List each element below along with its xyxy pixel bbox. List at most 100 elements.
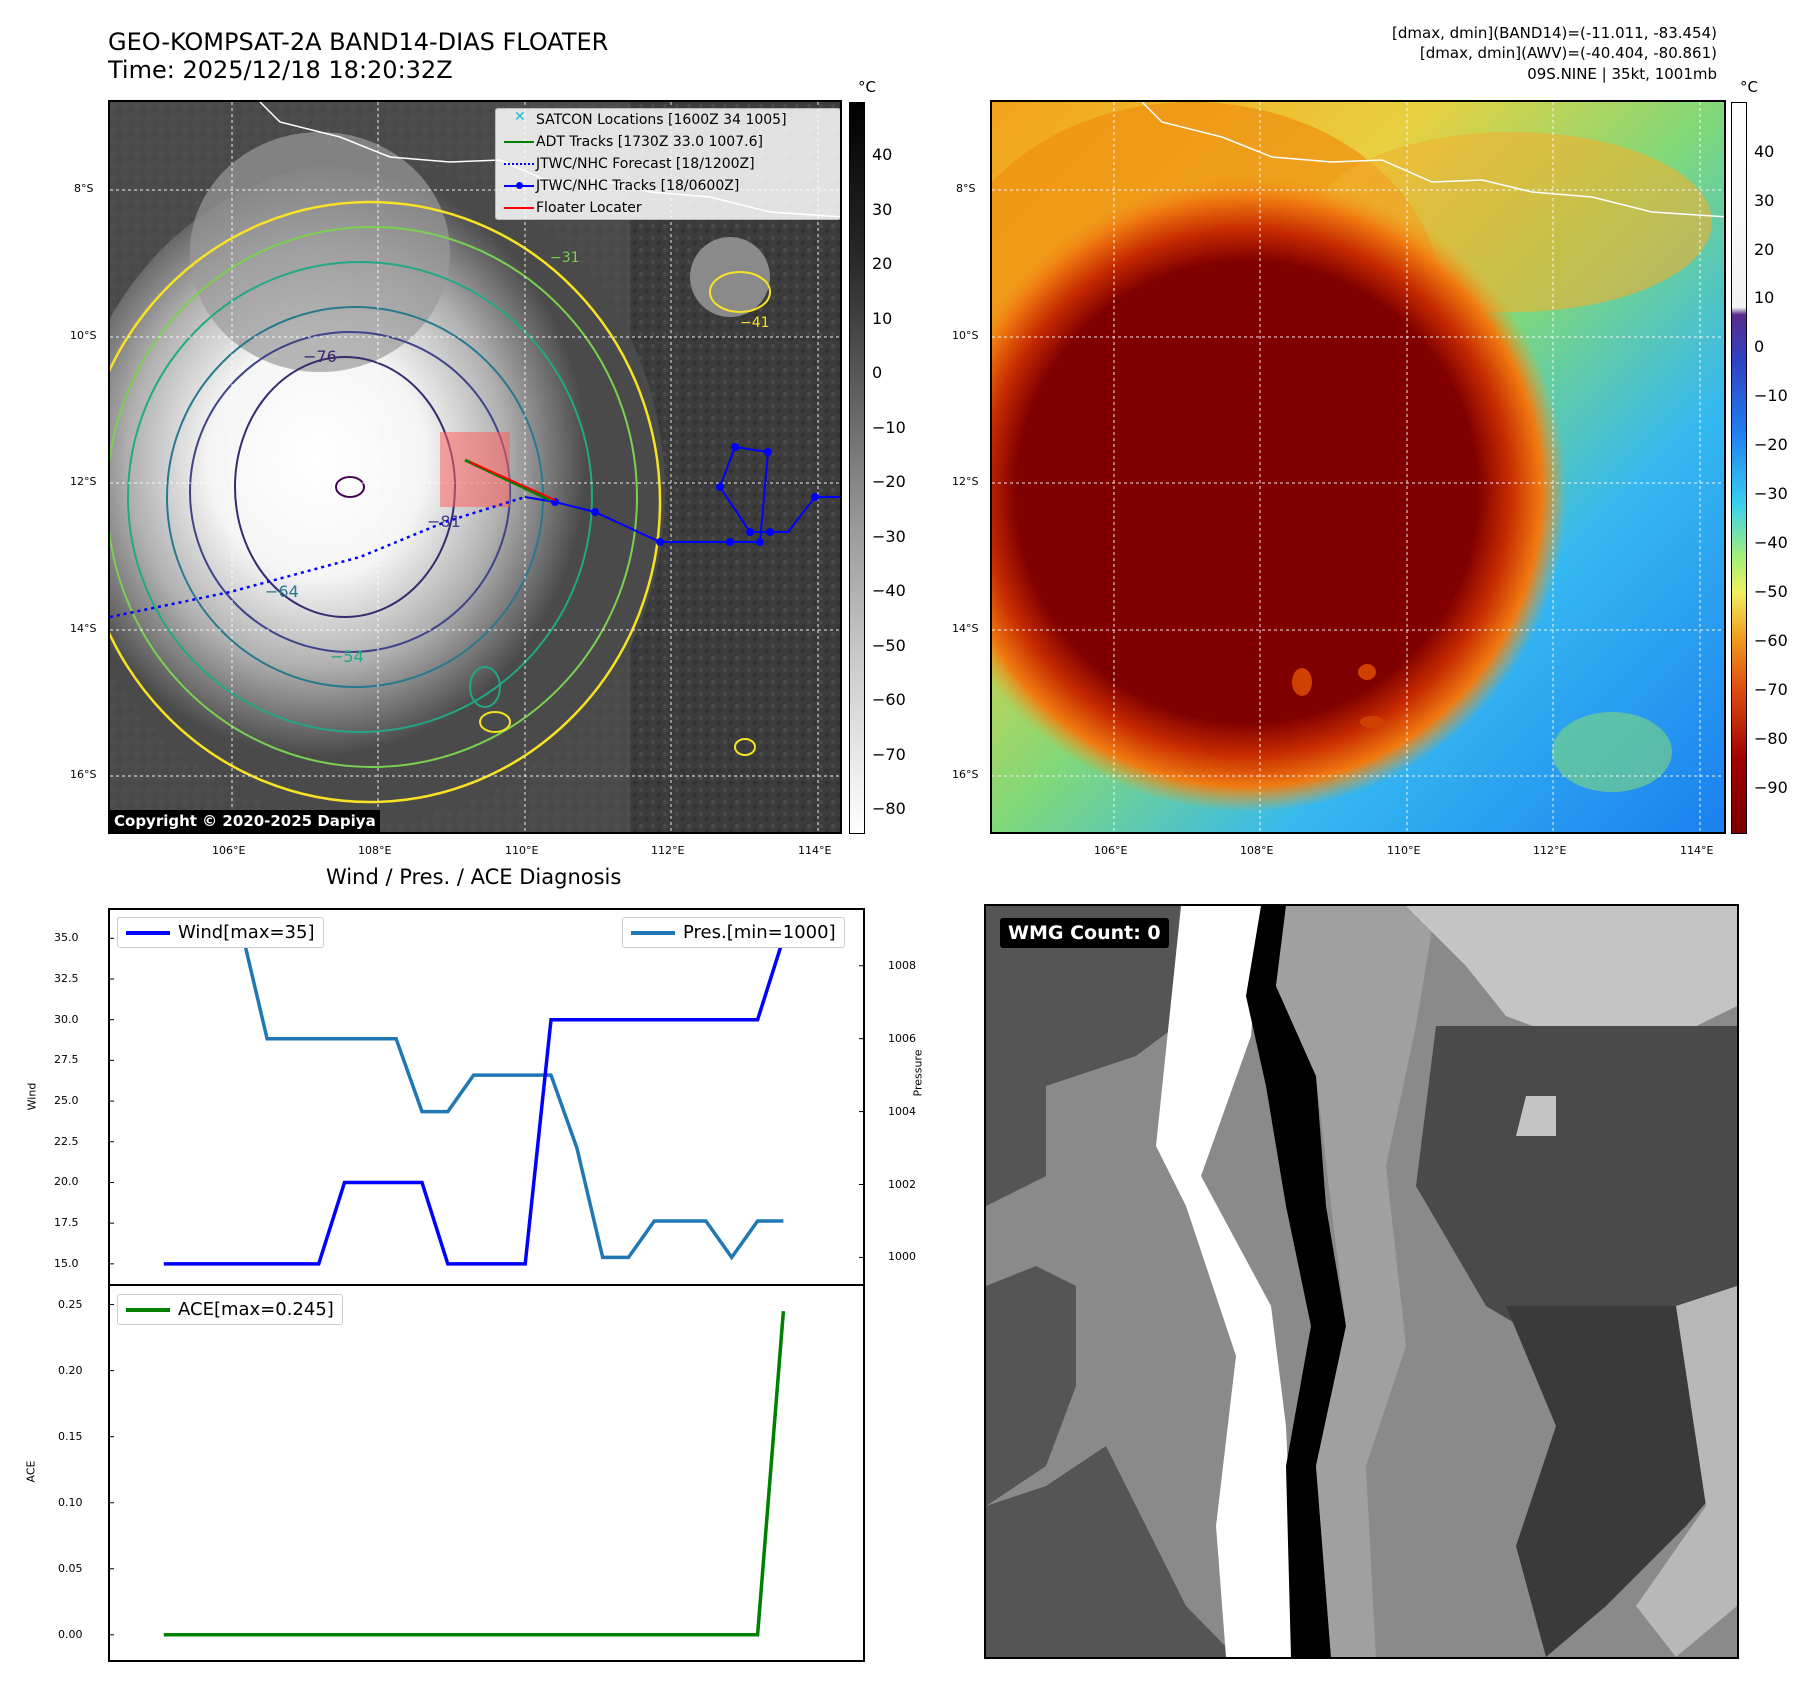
- solid-line-icon: [502, 131, 536, 153]
- colorbar-tick: −80: [872, 799, 906, 818]
- ir-colorbar: [849, 102, 865, 834]
- colorbar-unit: °C: [858, 78, 876, 96]
- colorbar-tick: 20: [1754, 240, 1775, 259]
- lon-tick: 108°E: [358, 844, 392, 857]
- colorbar-tick: −90: [1754, 778, 1788, 797]
- ace-tick-label: 0.25: [58, 1297, 83, 1311]
- wind-pres-plot: [108, 927, 865, 1266]
- info-storm: 09S.NINE | 35kt, 1001mb: [1527, 65, 1717, 83]
- colorbar-tick: 0: [872, 363, 883, 382]
- colorbar-tick: 0: [1754, 337, 1765, 356]
- colorbar-tick: −10: [872, 418, 906, 437]
- lat-tick: 10°S: [952, 329, 979, 342]
- pres-tick-label: 1008: [888, 958, 916, 972]
- colorbar-unit: °C: [1740, 78, 1758, 96]
- colorbar-tick: 10: [872, 309, 893, 328]
- legend-item-forecast: JTWC/NHC Forecast [18/1200Z]: [496, 153, 840, 175]
- wind-tick-label: 15.0: [54, 1256, 79, 1270]
- colorbar-tick: 30: [872, 200, 893, 219]
- contour-label: −41: [740, 315, 770, 331]
- pres-tick-label: 1006: [888, 1031, 916, 1045]
- colorbar-tick: −10: [1754, 386, 1788, 405]
- legend-item-floater: Floater Locater: [496, 197, 840, 219]
- ace-tick-label: 0.15: [58, 1429, 83, 1443]
- lon-tick: 110°E: [1387, 844, 1421, 857]
- colorbar-tick: 40: [872, 145, 893, 164]
- pres-tick-label: 1000: [888, 1250, 916, 1264]
- ir-map-panel: −76 −81 −64 −54 −31 −41: [108, 100, 842, 834]
- copyright: Copyright © 2020-2025 Dapiya: [110, 810, 380, 832]
- pres-tick-label: 1004: [888, 1104, 916, 1118]
- wind-tick-label: 25.0: [54, 1094, 79, 1108]
- colorbar-tick: 20: [872, 254, 893, 273]
- lon-tick: 112°E: [651, 844, 685, 857]
- lon-tick: 106°E: [212, 844, 246, 857]
- lat-tick: 16°S: [70, 768, 97, 781]
- wind-tick-label: 32.5: [54, 971, 79, 985]
- solid-line-icon: [502, 197, 536, 219]
- pres-tick-label: 1002: [888, 1177, 916, 1191]
- lat-tick: 8°S: [74, 182, 94, 195]
- wind-tick-label: 22.5: [54, 1134, 79, 1148]
- colorbar-tick: −70: [1754, 680, 1788, 699]
- wind-tick-label: 17.5: [54, 1216, 79, 1230]
- ace-ylabel: ACE: [24, 1460, 38, 1483]
- ace-plot: [108, 1304, 786, 1637]
- lat-tick: 12°S: [70, 475, 97, 488]
- pres-ylabel: Pressure: [911, 1049, 925, 1097]
- pres-line-icon: [631, 930, 675, 935]
- awv-map-panel: [990, 100, 1726, 834]
- colorbar-tick: −30: [1754, 484, 1788, 503]
- contour-label: −81: [427, 512, 461, 531]
- colorbar-tick: 10: [1754, 288, 1775, 307]
- lon-tick: 114°E: [1680, 844, 1714, 857]
- x-marker-icon: ✕: [514, 109, 526, 125]
- colorbar-tick: −20: [872, 472, 906, 491]
- wmg-panel: WMG Count: 0: [984, 904, 1739, 1659]
- chart-time: Time: 2025/12/18 18:20:32Z: [108, 56, 453, 84]
- contour-label: −54: [330, 647, 364, 666]
- pressure-series-line: [163, 927, 784, 1261]
- wind-line-icon: [126, 930, 170, 935]
- wind-tick-label: 30.0: [54, 1012, 79, 1026]
- colorbar-tick: −20: [1754, 435, 1788, 454]
- wmg-image: [986, 906, 1737, 1657]
- contour-label: −64: [265, 582, 299, 601]
- lat-tick: 14°S: [70, 622, 97, 635]
- awv-colorbar: [1731, 102, 1747, 834]
- legend-item-adt: ADT Tracks [1730Z 33.0 1007.6]: [496, 131, 840, 153]
- legend-item-satcon: ✕ SATCON Locations [1600Z 34 1005]: [496, 109, 840, 131]
- chart-title: GEO-KOMPSAT-2A BAND14-DIAS FLOATER: [108, 28, 609, 56]
- colorbar-tick: −30: [872, 527, 906, 546]
- wind-series-line: [163, 937, 786, 1266]
- colorbar-tick: −50: [872, 636, 906, 655]
- wind-ylabel: Wind: [25, 1082, 39, 1111]
- contour-label: −76: [303, 347, 337, 366]
- colorbar-tick: −50: [1754, 582, 1788, 601]
- lat-tick: 16°S: [952, 768, 979, 781]
- colorbar-tick: −40: [1754, 533, 1788, 552]
- colorbar-tick: 30: [1754, 191, 1775, 210]
- line-dot-icon: [502, 175, 536, 197]
- ace-panel: [108, 1284, 865, 1662]
- ir-map: −76 −81 −64 −54 −31 −41: [110, 102, 840, 832]
- lon-tick: 108°E: [1240, 844, 1274, 857]
- ace-tick-label: 0.20: [58, 1363, 83, 1377]
- diagnosis-title: Wind / Pres. / ACE Diagnosis: [326, 865, 622, 889]
- lon-tick: 112°E: [1533, 844, 1567, 857]
- ir-map-legend: ✕ SATCON Locations [1600Z 34 1005] ADT T…: [495, 108, 840, 220]
- lat-tick: 12°S: [952, 475, 979, 488]
- colorbar-tick: −80: [1754, 729, 1788, 748]
- lon-tick: 106°E: [1094, 844, 1128, 857]
- wmg-count-badge: WMG Count: 0: [1000, 918, 1169, 948]
- colorbar-tick: 40: [1754, 142, 1775, 161]
- colorbar-tick: −60: [872, 690, 906, 709]
- ace-series-line: [163, 1311, 786, 1637]
- wind-tick-label: 35.0: [54, 931, 79, 945]
- dotted-line-icon: [502, 153, 536, 175]
- lat-tick: 10°S: [70, 329, 97, 342]
- wind-legend: Wind[max=35]: [117, 917, 324, 948]
- ace-tick-label: 0.10: [58, 1495, 83, 1509]
- lon-tick: 110°E: [505, 844, 539, 857]
- ace-tick-label: 0.05: [58, 1561, 83, 1575]
